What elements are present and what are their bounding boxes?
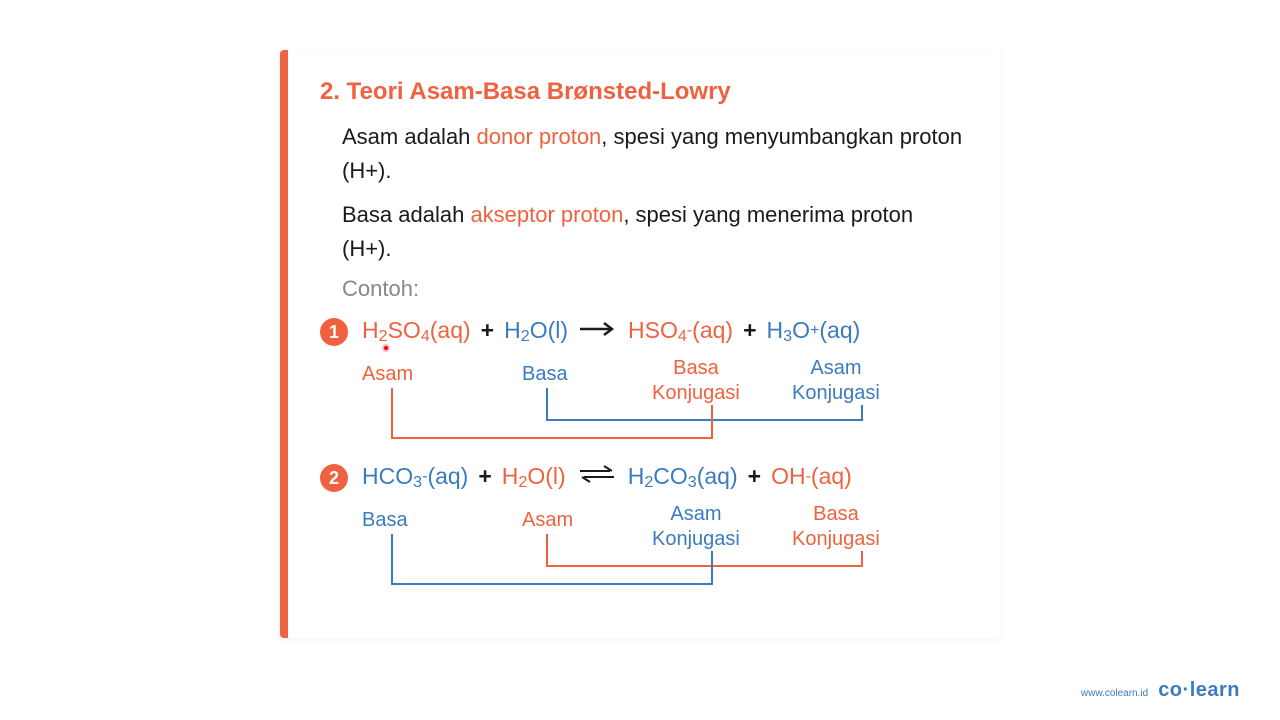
contoh-label: Contoh: (342, 276, 968, 302)
section-title: 2. Teori Asam-Basa Brønsted-Lowry (320, 78, 968, 106)
definition-asam: Asam adalah donor proton, spesi yang men… (342, 120, 968, 188)
text: Basa adalah (342, 202, 470, 227)
equation-2-row: 2 HCO3-(aq) + H2O(l) H2CO3(aq) + (320, 462, 968, 492)
footer-logo: co·learn (1158, 679, 1240, 702)
badge-2: 2 (320, 464, 348, 492)
conjugate-brackets-icon (362, 350, 922, 450)
content-card: 2. Teori Asam-Basa Brønsted-Lowry Asam a… (280, 50, 1000, 638)
term-h3o: H3O+(aq) (767, 316, 861, 346)
plus: + (748, 462, 761, 492)
equation-1-row: 1 H2SO4(aq) + H2O(l) HSO4-(aq) + H3O+(aq… (320, 316, 968, 346)
term-h2co3: H2CO3(aq) (628, 462, 738, 492)
term-h2so4: H2SO4(aq) (362, 316, 471, 346)
definition-basa: Basa adalah akseptor proton, spesi yang … (342, 198, 968, 266)
text: Asam adalah (342, 124, 477, 149)
term-h2o: H2O(l) (502, 462, 566, 492)
arrow-forward-icon (578, 316, 618, 346)
conjugate-brackets-icon (362, 496, 922, 596)
equation-2: HCO3-(aq) + H2O(l) H2CO3(aq) + OH-(aq) (362, 462, 852, 492)
eq2-labels: Basa Asam AsamKonjugasi BasaKonjugasi (362, 496, 968, 596)
equation-1: H2SO4(aq) + H2O(l) HSO4-(aq) + H3O+(aq) (362, 316, 860, 346)
term-oh: OH-(aq) (771, 462, 852, 492)
plus: + (481, 316, 494, 346)
highlight: donor proton (477, 124, 602, 149)
highlight: akseptor proton (470, 202, 623, 227)
term-h2o: H2O(l) (504, 316, 568, 346)
plus: + (743, 316, 756, 346)
plus: + (478, 462, 491, 492)
arrow-equilibrium-icon (576, 462, 618, 492)
term-hso4: HSO4-(aq) (628, 316, 733, 346)
footer: www.colearn.id co·learn (1081, 679, 1240, 702)
term-hco3: HCO3-(aq) (362, 462, 468, 492)
badge-1: 1 (320, 318, 348, 346)
eq1-labels: Asam Basa BasaKonjugasi AsamKonjugasi (362, 350, 968, 450)
footer-url: www.colearn.id (1081, 688, 1148, 699)
